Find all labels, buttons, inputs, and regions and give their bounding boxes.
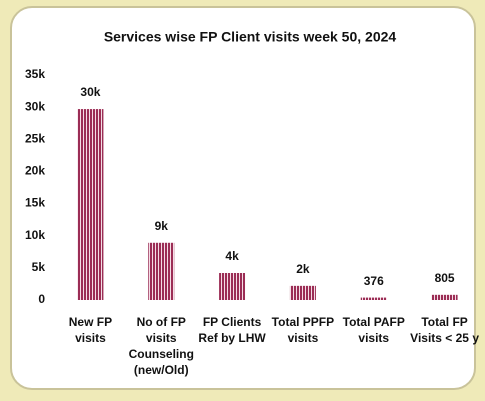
x-tick-label: FP Clients Ref by LHW [198,315,266,345]
data-label: 9k [155,219,169,233]
y-tick-label: 5k [32,260,46,274]
data-label: 805 [435,271,455,285]
x-tick-label: Total FP Visits < 25 y [410,315,479,345]
data-label: 30k [80,85,100,99]
chart-title: Services wise FP Client visits week 50, … [104,29,397,45]
x-tick-label: Total PPFP visits [271,315,335,345]
data-label: 376 [364,274,384,288]
bar [289,285,316,300]
y-tick-label: 25k [25,131,45,145]
data-label: 4k [225,249,239,263]
y-tick-label: 20k [25,164,45,178]
y-tick-label: 35k [25,67,45,81]
y-tick-label: 0 [38,292,45,306]
data-label: 2k [296,262,310,276]
y-tick-label: 10k [25,228,45,242]
x-tick-label: Total PAFP visits [342,315,405,345]
bar [77,109,104,300]
y-tick-label: 30k [25,99,45,113]
bar [219,273,246,300]
bar [148,242,175,300]
x-tick-label: No of FP visits Counseling (new/Old) [128,315,194,377]
x-tick-label: New FP visits [68,315,113,345]
bar [431,294,458,300]
y-tick-label: 15k [25,196,45,210]
bar [360,297,387,300]
